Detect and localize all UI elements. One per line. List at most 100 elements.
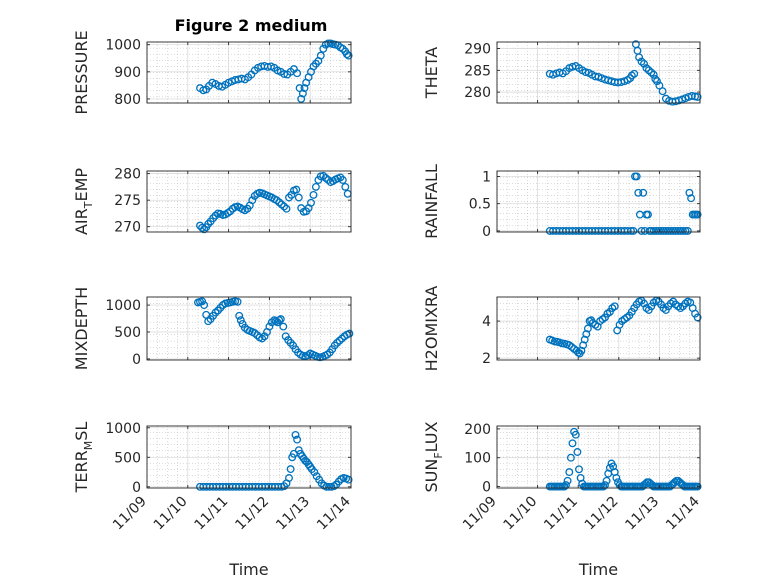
y-tick-label: 0 <box>482 224 491 240</box>
data-point <box>341 182 350 191</box>
data-point <box>629 226 638 235</box>
ticks <box>496 297 701 360</box>
data-point <box>344 51 353 60</box>
axes-box <box>146 296 352 361</box>
data-point <box>653 77 661 86</box>
subplot-rainfall: 0 0.5 1 RAINFALL <box>422 164 702 240</box>
y-axis-label-rest: LUX <box>422 421 441 452</box>
data-point <box>560 482 569 491</box>
data-point <box>577 346 586 355</box>
data-point <box>316 51 325 60</box>
data-point <box>666 226 675 235</box>
y-tick-label: 800 <box>114 92 141 108</box>
data-point <box>661 226 670 235</box>
data-point <box>599 482 608 491</box>
y-tick-label: 100 <box>464 451 491 467</box>
data-point <box>644 66 653 75</box>
y-tick-label: 1 <box>482 169 491 185</box>
data-point <box>565 468 574 477</box>
data-point <box>211 211 220 220</box>
data-point <box>293 69 302 78</box>
y-axis-label-main: MIXDEPTH <box>72 287 91 370</box>
data-point <box>627 226 635 235</box>
ticks <box>496 42 701 103</box>
data-point <box>644 210 652 219</box>
data-point <box>640 59 648 68</box>
series-markers <box>196 39 353 103</box>
y-axis-label-subscript: F <box>432 452 445 458</box>
y-axis-label: TERRMSL <box>72 422 95 494</box>
data-point <box>683 226 692 235</box>
data-point <box>200 301 209 310</box>
data-point <box>637 226 646 235</box>
ticks <box>146 42 352 103</box>
data-point <box>298 89 307 98</box>
data-point <box>248 196 257 205</box>
data-point <box>640 299 648 308</box>
data-point <box>258 334 267 343</box>
data-point <box>198 297 207 306</box>
data-point <box>310 468 319 477</box>
y-axis-label-subscript: M <box>82 441 95 451</box>
data-point <box>338 176 347 184</box>
data-point <box>647 226 656 235</box>
data-point <box>324 39 333 48</box>
data-point <box>294 193 303 202</box>
y-axis-label: RAINFALL <box>422 164 441 239</box>
data-point <box>575 465 583 474</box>
y-axis-label: PRESSURE <box>72 30 91 114</box>
y-tick-label: 2 <box>482 351 491 367</box>
data-point <box>324 176 333 184</box>
y-axis-label: SUNFLUX <box>422 421 445 492</box>
minor-grid <box>146 296 352 361</box>
data-point <box>342 50 351 59</box>
y-axis-label-main: TERR <box>72 450 91 493</box>
series-markers <box>545 172 702 235</box>
data-point <box>271 317 280 326</box>
data-point <box>573 448 582 456</box>
data-point <box>344 475 353 484</box>
y-axis-label-main: PRESSURE <box>72 30 91 114</box>
y-axis-label-subscript: T <box>82 201 95 209</box>
subplot-pressure: 800 900 1000 PRESSURE <box>72 30 353 115</box>
subplot-h2omixra: 2 4 H2OMIXRA <box>422 286 702 372</box>
data-point <box>664 226 673 235</box>
x-axis-label: Time <box>578 560 618 579</box>
data-point <box>204 317 213 326</box>
data-point <box>566 453 575 462</box>
data-point <box>669 226 678 235</box>
axes-box <box>146 170 352 233</box>
data-point <box>583 324 592 333</box>
data-point <box>338 334 346 343</box>
data-point <box>309 190 318 199</box>
ticks <box>146 297 352 360</box>
data-point <box>563 476 572 485</box>
y-tick-label: 0 <box>482 480 491 496</box>
data-point <box>642 64 651 73</box>
data-point <box>693 92 702 101</box>
y-tick-label: 900 <box>114 65 141 81</box>
data-point <box>292 185 301 194</box>
data-point <box>687 194 696 203</box>
y-tick-label: 1000 <box>105 298 141 314</box>
data-point <box>610 302 619 311</box>
series-markers <box>545 427 702 491</box>
data-point <box>311 182 320 191</box>
data-point <box>297 94 306 103</box>
data-point <box>233 297 242 306</box>
axes-box <box>496 41 701 104</box>
data-point <box>630 69 639 78</box>
data-point <box>612 473 621 482</box>
y-tick-label: 290 <box>464 42 491 58</box>
data-point <box>568 439 577 448</box>
ticks <box>146 426 352 488</box>
y-axis-label-rest: EMP <box>72 168 91 202</box>
data-point <box>580 335 589 344</box>
data-point <box>274 482 283 491</box>
y-axis-label-main: H2OMIXRA <box>422 286 441 372</box>
data-point <box>623 226 632 235</box>
y-tick-label: 275 <box>114 193 141 209</box>
data-point <box>198 223 207 232</box>
